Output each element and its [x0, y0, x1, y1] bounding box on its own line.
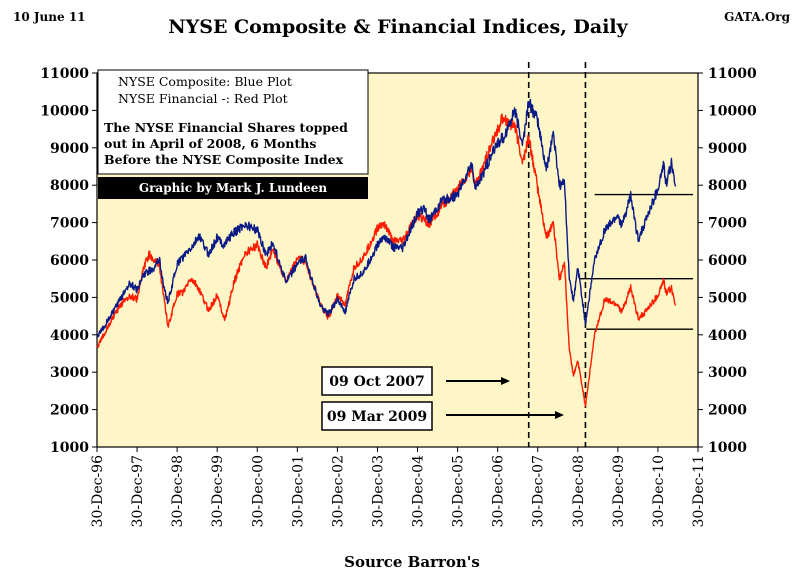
- y-tick-label-right: 1000: [708, 440, 747, 456]
- legend-note-line-2: out in April of 2008, 6 Months: [104, 136, 316, 151]
- annotation-box: [321, 401, 433, 431]
- y-tick-label-left: 8000: [50, 178, 89, 194]
- annotation-mar-2009: 09 Mar 2009: [321, 401, 564, 431]
- series-line: [96, 113, 676, 408]
- y-tick-label-right: 7000: [708, 216, 747, 232]
- legend-note-line-3: Before the NYSE Composite Index: [104, 152, 344, 167]
- x-tick-label: 30-Dec-97: [130, 455, 146, 527]
- date-label: 10 June 11: [13, 10, 86, 24]
- y-tick-label-left: 2000: [50, 403, 89, 419]
- x-tick-label: 30-Dec-03: [370, 455, 386, 527]
- series-line: [96, 98, 677, 338]
- y-tick-label-right: 2000: [708, 403, 747, 419]
- y-tick-label-right: 6000: [708, 253, 747, 269]
- x-tick-label: 30-Dec-10: [651, 455, 667, 527]
- x-tick-label: 30-Dec-06: [491, 455, 507, 528]
- legend-box-frame: [97, 69, 369, 175]
- legend-note-line-1: The NYSE Financial Shares topped: [104, 120, 348, 135]
- credit-box: Graphic by Mark J. Lundeen: [98, 177, 368, 199]
- y-tick-label-right: 11000: [708, 66, 757, 82]
- x-tick-label: 30-Dec-96: [90, 455, 106, 528]
- x-tick-label: 30-Dec-04: [411, 455, 427, 528]
- x-tick-label: 30-Dec-09: [611, 455, 627, 527]
- y-tick-label-left: 4000: [50, 328, 89, 344]
- y-tick-label-right: 9000: [708, 141, 747, 157]
- x-tick-label: 30-Dec-99: [210, 455, 226, 527]
- y-tick-label-right: 4000: [708, 328, 747, 344]
- annotation-oct-2007: 09 Oct 2007: [321, 366, 510, 396]
- credit-text: Graphic by Mark J. Lundeen: [139, 181, 328, 195]
- x-tick-label: 30-Dec-05: [451, 455, 467, 527]
- series-group: [96, 98, 677, 338]
- legend-box: NYSE Composite: Blue Plot NYSE Financial…: [97, 69, 369, 175]
- series-group: [96, 113, 676, 408]
- annotation-box: [321, 366, 433, 396]
- y-tick-label-right: 8000: [708, 178, 747, 194]
- annotation-label: 09 Mar 2009: [327, 409, 427, 425]
- legend-financial-line: NYSE Financial -: Red Plot: [118, 91, 288, 106]
- x-tick-label: 30-Dec-98: [170, 455, 186, 527]
- y-tick-label-left: 9000: [50, 141, 89, 157]
- y-tick-label-left: 5000: [50, 290, 89, 306]
- x-tick-label: 30-Dec-00: [250, 455, 266, 527]
- x-tick-label: 30-Dec-02: [330, 455, 346, 527]
- annotation-label: 09 Oct 2007: [329, 374, 424, 390]
- y-tick-label-left: 3000: [50, 365, 89, 381]
- y-tick-label-left: 1000: [50, 440, 89, 456]
- y-tick-label-left: 7000: [50, 216, 89, 232]
- credit-box-background: [98, 177, 368, 199]
- arrow-head-icon: [501, 377, 510, 385]
- source-label: Source Barron's: [344, 553, 480, 571]
- arrow-head-icon: [555, 411, 564, 419]
- y-tick-label-left: 11000: [40, 66, 89, 82]
- y-tick-label-right: 10000: [708, 103, 757, 119]
- x-tick-label: 30-Dec-01: [290, 455, 306, 527]
- y-tick-label-right: 3000: [708, 365, 747, 381]
- y-tick-label-left: 10000: [40, 103, 89, 119]
- chart-title: NYSE Composite & Financial Indices, Dail…: [168, 16, 628, 38]
- y-tick-label-left: 6000: [50, 253, 89, 269]
- y-tick-label-right: 5000: [708, 290, 747, 306]
- x-tick-label: 30-Dec-08: [571, 455, 587, 527]
- site-label: GATA.Org: [724, 10, 790, 24]
- x-tick-label: 30-Dec-11: [691, 455, 707, 527]
- legend-composite-line: NYSE Composite: Blue Plot: [118, 74, 292, 89]
- x-tick-label: 30-Dec-07: [531, 455, 547, 527]
